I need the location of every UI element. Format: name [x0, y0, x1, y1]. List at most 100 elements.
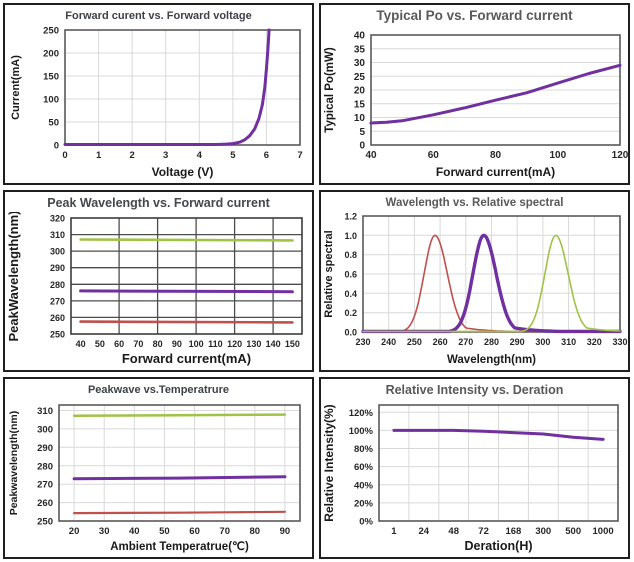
grid-lines [71, 218, 302, 334]
series-lines [392, 428, 605, 441]
y-tick-labels: 0 5 10 15 20 25 30 35 40 [354, 31, 366, 152]
panel-wavelength-vs-relative-spectral: Wavelength vs. Relative spectral 230 240 2… [319, 190, 630, 372]
svg-text:48: 48 [448, 526, 459, 537]
svg-text:260: 260 [50, 313, 65, 323]
series-lines [79, 238, 294, 324]
svg-text:100: 100 [549, 150, 566, 161]
spectrum-uva-305nm [362, 234, 621, 333]
y-tick-labels: 0% 20% 40% 60% 80% 100% 120% [349, 408, 374, 528]
relative-intensity-deration [392, 428, 605, 441]
svg-text:10: 10 [354, 113, 366, 124]
svg-text:20: 20 [354, 86, 366, 97]
svg-text:270: 270 [50, 296, 65, 306]
svg-text:250: 250 [43, 26, 59, 37]
svg-text:100: 100 [189, 339, 204, 349]
svg-text:24: 24 [419, 526, 430, 537]
svg-text:310: 310 [37, 406, 53, 417]
svg-text:300: 300 [535, 526, 551, 537]
svg-text:90: 90 [280, 526, 291, 537]
x-tick-labels: 1 24 48 72 168 300 500 1000 [391, 526, 613, 537]
svg-text:70: 70 [219, 526, 230, 537]
series-lines [63, 28, 271, 146]
x-axis-label: Forward current(mA) [122, 351, 251, 366]
y-tick-labels: 0 50 100 150 200 250 [43, 26, 59, 152]
svg-text:270: 270 [37, 480, 53, 491]
plot-border [378, 404, 619, 522]
svg-text:60: 60 [189, 526, 200, 537]
svg-text:0.4: 0.4 [344, 289, 357, 299]
y-tick-labels: 250 260 270 280 290 300 310 [37, 406, 53, 528]
svg-text:150: 150 [43, 72, 59, 83]
svg-text:4: 4 [197, 150, 203, 161]
x-axis-label: Forward current(mA) [436, 165, 555, 179]
svg-text:0: 0 [54, 141, 59, 152]
svg-text:35: 35 [354, 44, 366, 55]
svg-text:250: 250 [407, 337, 422, 347]
svg-text:290: 290 [37, 443, 53, 454]
svg-text:130: 130 [246, 339, 261, 349]
svg-text:1: 1 [96, 150, 102, 161]
chart-title-peak-wavelength: Peak Wavelength vs. Forward current [47, 196, 270, 210]
plot-border [58, 404, 301, 522]
svg-text:1.2: 1.2 [344, 212, 357, 222]
svg-text:80: 80 [153, 339, 163, 349]
svg-text:300: 300 [50, 247, 65, 257]
chart-peak-wavelength-vs-forward-current: 40 50 60 70 80 90 100 110 120 130 140 1502502602702… [6, 212, 303, 366]
panel-typical-po-vs-forward-current: Typical Po vs. Forward current 40 60 80 100… [319, 3, 630, 185]
svg-text:330: 330 [612, 337, 627, 347]
svg-text:20%: 20% [354, 498, 374, 509]
grid-lines [59, 405, 300, 521]
svg-text:25: 25 [354, 72, 366, 83]
chart-title-relative-intensity: Relative Intensity vs. Deration [385, 383, 564, 397]
panel-peak-wavelength-vs-forward-current: Peak Wavelength vs. Forward current 40 50… [3, 190, 314, 372]
svg-text:250: 250 [37, 517, 53, 528]
y-axis-label: Relative spectral [323, 230, 335, 317]
svg-text:250: 250 [50, 330, 65, 340]
svg-text:5: 5 [230, 150, 236, 161]
peakwave-275nm-vs-temp [72, 475, 287, 481]
svg-text:280: 280 [50, 280, 65, 290]
plot-border [370, 34, 621, 146]
svg-text:0%: 0% [359, 517, 373, 528]
svg-text:260: 260 [37, 498, 53, 509]
svg-text:500: 500 [565, 526, 581, 537]
series-lines [361, 233, 622, 334]
forward-current-vs-voltage [63, 28, 271, 146]
svg-text:60%: 60% [354, 462, 374, 473]
svg-text:0.0: 0.0 [344, 328, 357, 338]
y-tick-labels: 250 260 270 280 290 300 310 320 [50, 214, 65, 340]
svg-text:40%: 40% [354, 480, 374, 491]
svg-text:320: 320 [587, 337, 602, 347]
x-axis-label: Ambient Temperatrue(℃) [110, 540, 249, 553]
x-axis-label: Voltage (V) [152, 165, 214, 179]
svg-text:3: 3 [163, 150, 168, 161]
plot-border [70, 217, 303, 335]
svg-text:90: 90 [172, 339, 182, 349]
svg-text:300: 300 [37, 424, 53, 435]
chart-peakwave-vs-temperature: 20 30 40 50 60 70 80 90 250 260 270 280 290 300 310 Amb… [8, 404, 301, 553]
peakwave-255nm-vs-temp [72, 510, 286, 515]
panel-forward-current-vs-voltage: Forward curent vs. Forward voltage 0 1 2 3 4… [3, 3, 314, 185]
svg-text:120: 120 [227, 339, 242, 349]
svg-text:150: 150 [285, 339, 300, 349]
svg-text:1.0: 1.0 [344, 231, 357, 241]
panel-peakwave-vs-temperature: Peakwave vs.Temperatrure 20 30 40 50 60 70 80 9… [3, 377, 314, 559]
svg-text:290: 290 [510, 337, 525, 347]
x-tick-labels: 20 30 40 50 60 70 80 90 [69, 526, 290, 537]
svg-text:7: 7 [297, 150, 302, 161]
chart-title-typical-po: Typical Po vs. Forward current [376, 8, 573, 23]
typical-po [369, 63, 622, 125]
y-axis-label: Relative Intensity(%) [322, 404, 336, 521]
svg-text:1: 1 [391, 526, 397, 537]
svg-text:300: 300 [535, 337, 550, 347]
chart-title-relative-spectral: Wavelength vs. Relative spectral [385, 197, 564, 209]
svg-text:50: 50 [48, 118, 59, 129]
svg-text:50: 50 [159, 526, 170, 537]
peak-wavelength-275nm [79, 289, 294, 294]
svg-text:120%: 120% [349, 408, 374, 419]
svg-text:30: 30 [354, 58, 366, 69]
x-tick-labels: 230 240 250 260 270 280 290 300 310 320 330 [355, 337, 627, 347]
svg-text:40: 40 [354, 31, 366, 42]
svg-text:310: 310 [50, 230, 65, 240]
